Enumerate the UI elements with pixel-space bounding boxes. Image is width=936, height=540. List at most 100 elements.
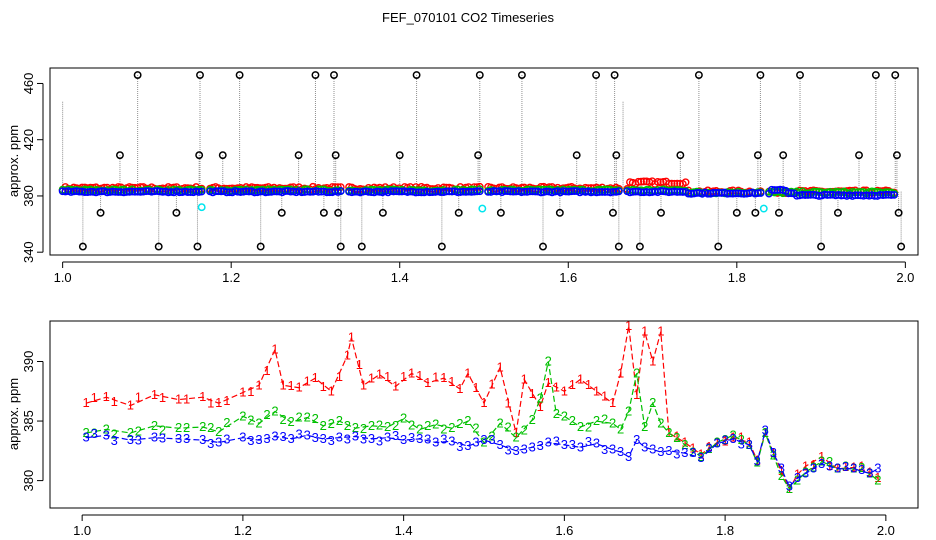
series-2-marker: 2: [392, 418, 399, 433]
outlier-point: [218, 151, 227, 160]
series-1-marker: 1: [802, 458, 809, 473]
x-tick-label: 1.6: [555, 523, 573, 538]
outlier-point: [154, 242, 163, 251]
series-3-point: [125, 187, 134, 196]
series-1-marker: 1: [697, 446, 704, 461]
series-3-point: [453, 188, 462, 197]
panel-top: 1.0 1.2 1.4 1.6 1.8 2.0 340 380 420 460 approx. …: [6, 67, 919, 285]
series-2-marker: 2: [296, 409, 303, 424]
outlier-point: [539, 242, 547, 251]
series-3-point: [712, 188, 721, 197]
series-3-marker: 3: [858, 462, 865, 477]
series-1-marker: 1: [641, 324, 648, 339]
series-1-marker: 1: [866, 464, 873, 479]
outlier-point: [78, 242, 87, 251]
series-1-marker: 1: [348, 330, 355, 345]
series-3-point: [428, 188, 437, 197]
series-1-marker: 1: [561, 383, 568, 398]
panel-bottom-frame: [49, 320, 919, 509]
series-3-point: [350, 187, 359, 196]
series-3-marker: 3: [681, 445, 688, 460]
series-3-point: [767, 185, 776, 194]
series-3-marker: 3: [834, 461, 841, 476]
series-3-point: [520, 187, 529, 196]
series-3-point: [489, 187, 498, 195]
series-3-point: [297, 188, 306, 197]
series-1-marker: 1: [585, 377, 592, 392]
series-3-point: [136, 187, 145, 196]
y-tick-label: 385: [21, 410, 36, 432]
series-3-point: [851, 191, 860, 200]
series-1-marker: 1: [850, 460, 857, 475]
series-3-point: [417, 188, 426, 197]
series-1-marker: 1: [569, 377, 576, 392]
series-3-marker: 3: [617, 444, 624, 459]
outlier-point: [753, 151, 762, 160]
series-2-marker: 2: [553, 406, 560, 421]
series-1-marker: 1: [304, 374, 311, 389]
series-1-marker: 1: [472, 380, 479, 395]
series-3-point: [217, 187, 226, 196]
series-1-marker: 1: [746, 434, 753, 449]
series-3-marker: 3: [215, 434, 222, 449]
series-3-point: [111, 187, 120, 196]
series-3-marker: 3: [842, 459, 849, 474]
series-3-point: [164, 188, 173, 197]
series-2-marker: 2: [255, 415, 262, 430]
series-3-point: [395, 187, 404, 196]
series-3-point: [506, 187, 515, 196]
series-1-marker: 1: [858, 458, 865, 473]
outlier-point: [496, 208, 505, 217]
series-3-marker: 3: [480, 432, 487, 447]
series-2-marker: 2: [786, 481, 793, 496]
series-3-marker: 3: [239, 430, 246, 445]
series-3-marker: 3: [416, 431, 423, 446]
series-2-marker: 2: [529, 412, 536, 427]
series-1-point: [653, 177, 662, 186]
series-3-marker: 3: [593, 436, 600, 451]
series-3-point: [425, 188, 434, 197]
outlier-point: [195, 151, 204, 160]
series-3-marker: 3: [440, 432, 447, 447]
series-3-point: [364, 187, 373, 196]
series-2-marker: 2: [521, 423, 528, 438]
series-1-marker: 1: [416, 368, 423, 383]
series-2-marker: 2: [135, 423, 142, 438]
outlier-point: [612, 151, 621, 160]
series-3-marker: 3: [657, 444, 664, 459]
series-3-point: [503, 187, 512, 196]
series-1-marker: 1: [593, 383, 600, 398]
series-3-point: [372, 187, 381, 196]
series-1-marker: 1: [529, 386, 536, 401]
series-3-marker: 3: [352, 429, 359, 444]
series-3-point: [195, 188, 203, 196]
panel-bottom-y-label: approx. ppm: [6, 378, 21, 450]
outlier-point: [756, 71, 765, 79]
series-3-marker: 3: [83, 430, 90, 445]
series-1-marker: 1: [681, 434, 688, 449]
series-2-marker: 2: [207, 420, 214, 435]
series-3-point: [740, 189, 748, 198]
series-2-marker: 2: [858, 460, 865, 475]
series-3-point: [884, 190, 893, 199]
series-2-marker: 2: [689, 445, 696, 460]
series-2-marker: 2: [344, 418, 351, 433]
series-3-point: [484, 187, 493, 196]
x-tick-label: 1.2: [234, 523, 252, 538]
series-2-marker: 2: [151, 418, 158, 433]
outlier-point: [833, 208, 842, 217]
series-3-marker: 3: [287, 431, 294, 446]
series-2-marker: 2: [738, 432, 745, 447]
series-2-marker: 2: [585, 419, 592, 434]
series-3-marker: 3: [472, 434, 479, 449]
series-3-marker: 3: [392, 428, 399, 443]
series-2-marker: 2: [312, 411, 319, 426]
series-3-point: [233, 187, 242, 196]
series-3-point: [411, 188, 420, 197]
series-3-marker: 3: [569, 437, 576, 452]
series-3-marker: 3: [553, 434, 560, 449]
series-1-marker: 1: [730, 430, 737, 445]
series-3-point: [801, 191, 810, 199]
outlier-point: [635, 242, 644, 251]
series-2-marker: 2: [400, 411, 407, 426]
